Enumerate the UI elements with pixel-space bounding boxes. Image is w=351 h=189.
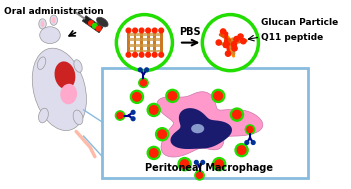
Circle shape bbox=[147, 146, 160, 160]
Polygon shape bbox=[171, 108, 232, 149]
Circle shape bbox=[93, 23, 97, 28]
Text: Glucan Particle: Glucan Particle bbox=[261, 18, 338, 27]
Circle shape bbox=[230, 108, 244, 121]
Circle shape bbox=[152, 28, 157, 33]
Bar bbox=[140, 30, 143, 55]
Circle shape bbox=[133, 93, 141, 101]
Circle shape bbox=[233, 110, 241, 119]
Circle shape bbox=[237, 146, 246, 154]
Circle shape bbox=[238, 34, 243, 39]
Circle shape bbox=[126, 28, 131, 33]
Circle shape bbox=[212, 89, 225, 102]
Circle shape bbox=[225, 51, 231, 56]
Circle shape bbox=[197, 172, 203, 178]
Circle shape bbox=[251, 141, 255, 144]
Circle shape bbox=[145, 68, 148, 72]
Circle shape bbox=[159, 28, 164, 33]
Circle shape bbox=[247, 126, 253, 133]
Circle shape bbox=[241, 39, 246, 44]
Bar bbox=[128, 38, 160, 41]
Circle shape bbox=[150, 106, 158, 114]
Circle shape bbox=[152, 52, 157, 57]
Circle shape bbox=[202, 15, 258, 71]
Circle shape bbox=[140, 80, 146, 86]
Ellipse shape bbox=[38, 57, 46, 70]
Text: PBS: PBS bbox=[179, 27, 201, 37]
Circle shape bbox=[131, 110, 135, 114]
Ellipse shape bbox=[97, 17, 108, 27]
Bar bbox=[160, 30, 163, 55]
Circle shape bbox=[224, 41, 230, 47]
Circle shape bbox=[159, 52, 164, 57]
Circle shape bbox=[133, 28, 137, 33]
Circle shape bbox=[201, 160, 205, 164]
Ellipse shape bbox=[41, 21, 44, 27]
Circle shape bbox=[213, 158, 226, 171]
Circle shape bbox=[126, 52, 131, 57]
Circle shape bbox=[115, 111, 125, 120]
Text: Peritoneal Macrophage: Peritoneal Macrophage bbox=[145, 163, 273, 174]
Circle shape bbox=[245, 141, 249, 144]
Circle shape bbox=[234, 36, 239, 42]
Circle shape bbox=[139, 78, 148, 88]
Circle shape bbox=[216, 40, 221, 45]
Ellipse shape bbox=[39, 108, 48, 123]
Bar bbox=[134, 30, 137, 55]
Circle shape bbox=[146, 28, 151, 33]
Circle shape bbox=[232, 46, 237, 51]
Ellipse shape bbox=[60, 84, 77, 104]
Circle shape bbox=[180, 160, 189, 168]
Circle shape bbox=[96, 26, 101, 31]
Bar bbox=[128, 44, 160, 47]
Ellipse shape bbox=[40, 27, 60, 43]
Circle shape bbox=[194, 160, 198, 164]
Circle shape bbox=[155, 128, 169, 141]
Ellipse shape bbox=[39, 19, 46, 29]
Ellipse shape bbox=[191, 124, 204, 133]
Text: Q11 peptide: Q11 peptide bbox=[261, 33, 324, 43]
Bar bbox=[82, 16, 103, 33]
Ellipse shape bbox=[54, 61, 75, 89]
Circle shape bbox=[195, 171, 204, 180]
Circle shape bbox=[158, 130, 166, 139]
Circle shape bbox=[89, 21, 93, 26]
Ellipse shape bbox=[74, 60, 82, 72]
Circle shape bbox=[146, 52, 151, 57]
Circle shape bbox=[166, 89, 179, 102]
Circle shape bbox=[215, 160, 224, 168]
Circle shape bbox=[150, 149, 158, 157]
Circle shape bbox=[139, 52, 144, 57]
Circle shape bbox=[168, 92, 177, 100]
Circle shape bbox=[131, 117, 135, 121]
FancyBboxPatch shape bbox=[102, 68, 308, 178]
Circle shape bbox=[214, 92, 223, 100]
Circle shape bbox=[138, 68, 142, 72]
Ellipse shape bbox=[32, 48, 86, 131]
Circle shape bbox=[231, 42, 237, 47]
Circle shape bbox=[139, 28, 144, 33]
Circle shape bbox=[117, 112, 123, 119]
Circle shape bbox=[130, 90, 144, 103]
Bar bbox=[127, 30, 130, 55]
Circle shape bbox=[178, 158, 191, 171]
Circle shape bbox=[223, 42, 229, 48]
Polygon shape bbox=[157, 92, 263, 157]
Circle shape bbox=[147, 103, 160, 116]
Circle shape bbox=[116, 15, 172, 71]
Circle shape bbox=[220, 29, 226, 34]
Ellipse shape bbox=[73, 110, 83, 125]
Bar bbox=[153, 30, 156, 55]
Ellipse shape bbox=[50, 15, 58, 25]
Circle shape bbox=[235, 144, 248, 157]
Bar bbox=[128, 50, 160, 52]
Bar bbox=[128, 33, 160, 36]
Text: Oral administration: Oral administration bbox=[4, 7, 104, 16]
Ellipse shape bbox=[52, 17, 55, 23]
Circle shape bbox=[245, 125, 255, 134]
Circle shape bbox=[133, 52, 137, 57]
Bar bbox=[147, 30, 150, 55]
